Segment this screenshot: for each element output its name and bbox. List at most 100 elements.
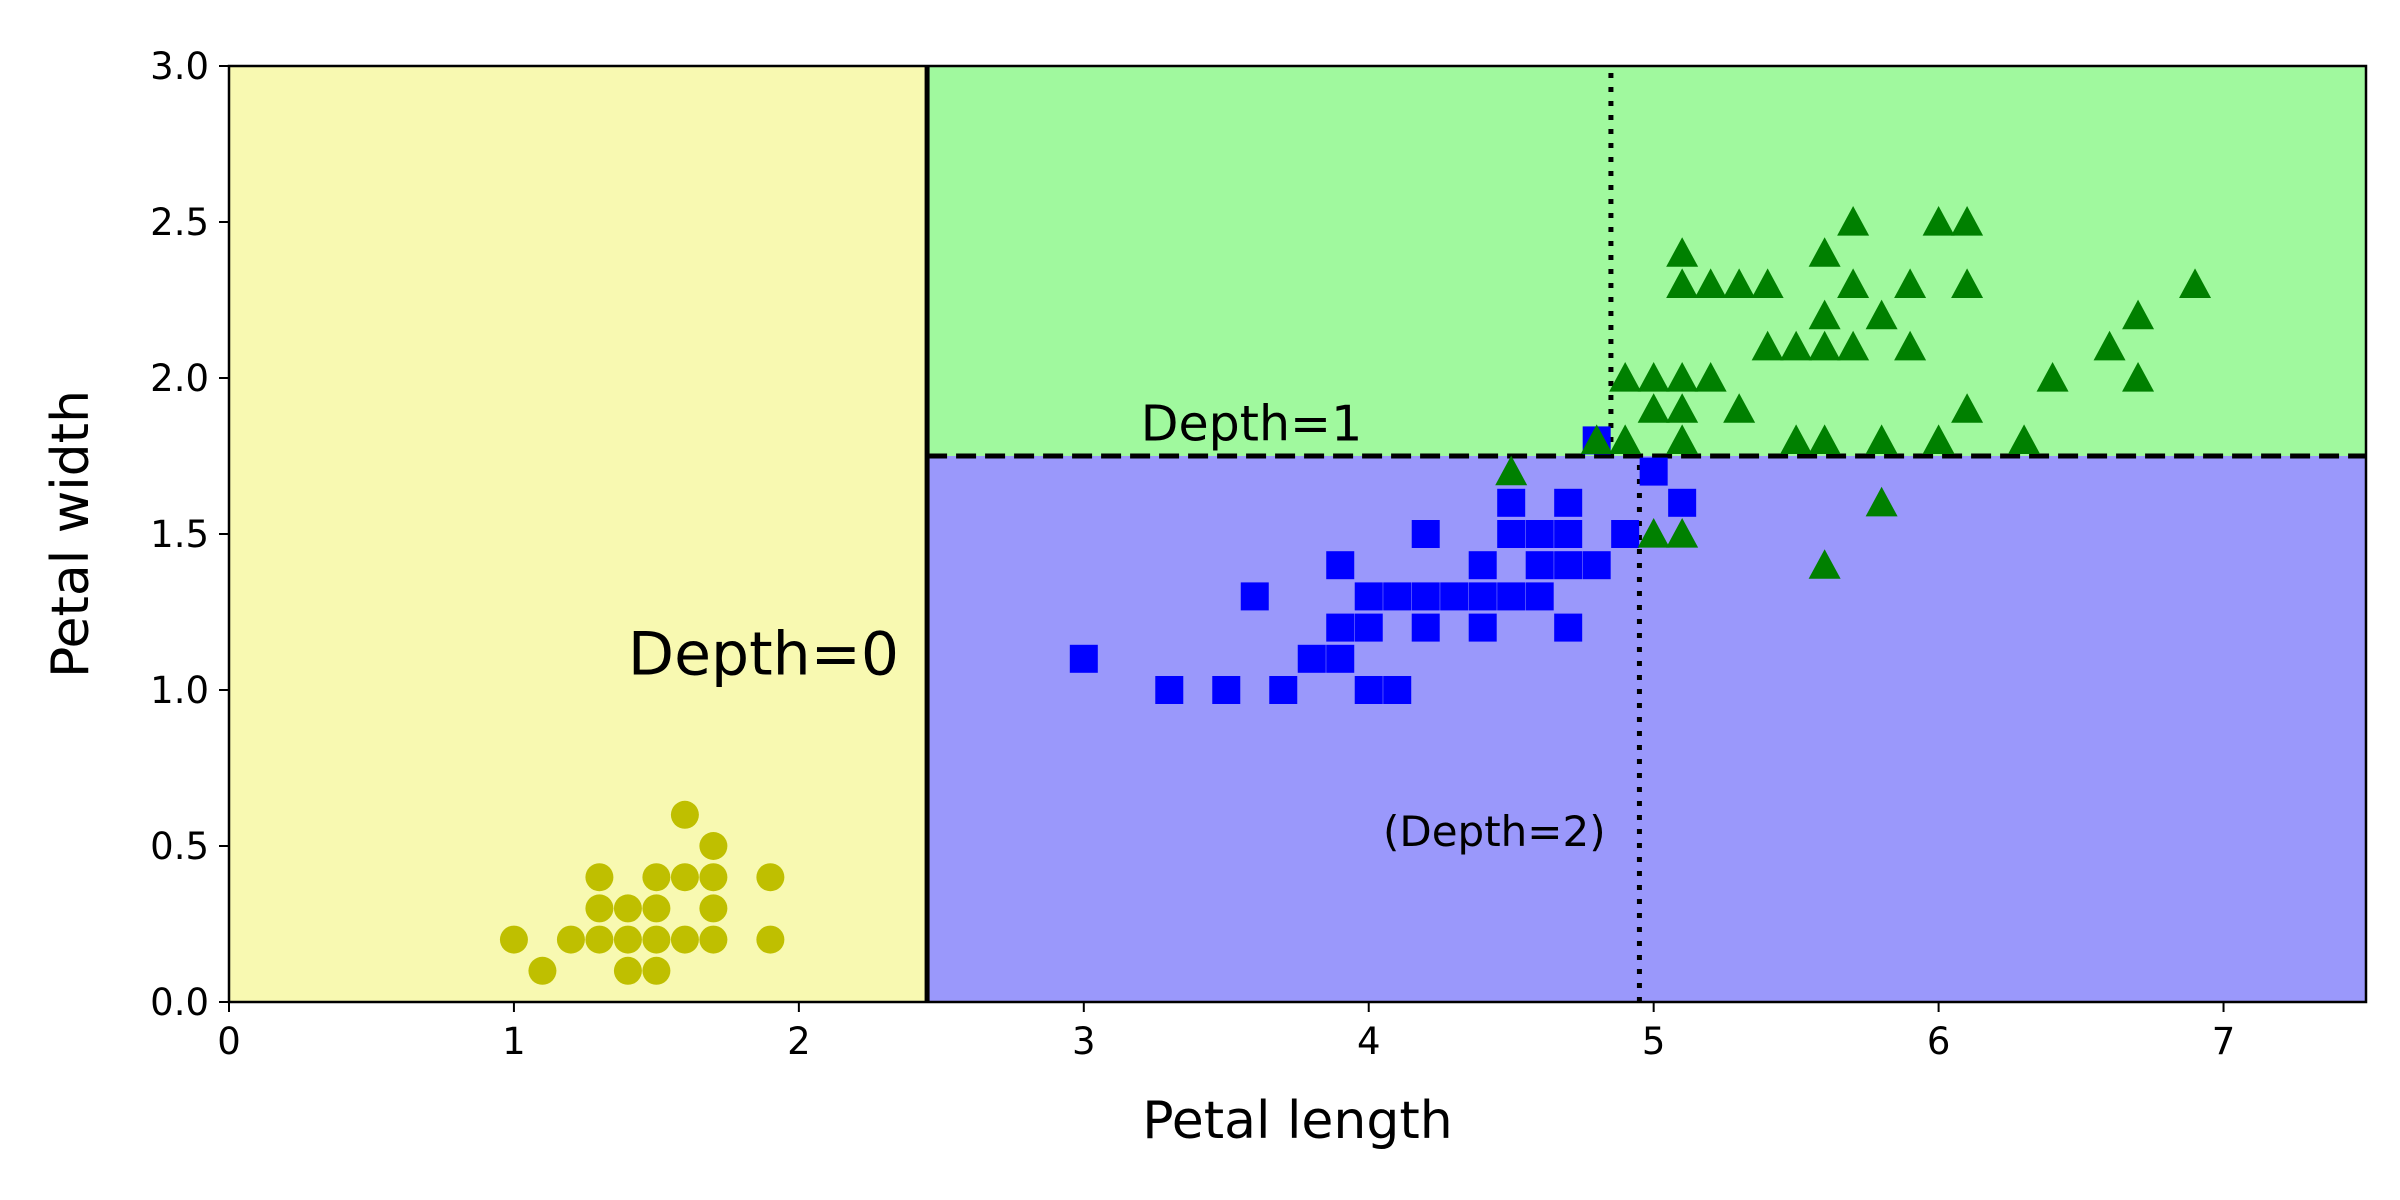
triangle-point (1495, 455, 1528, 486)
square-point (1440, 582, 1469, 611)
square-point (1383, 676, 1412, 704)
triangle-point (1808, 549, 1841, 579)
circle-point (528, 956, 557, 985)
triangle-point (2122, 299, 2155, 330)
x-tick-label: 4 (1357, 1020, 1381, 1063)
square-point (1383, 582, 1412, 611)
circle-point (699, 832, 728, 860)
x-tick-label: 0 (217, 1020, 241, 1063)
triangle-point (1609, 362, 1642, 392)
circle-point (613, 925, 642, 954)
triangle-point (1808, 237, 1841, 267)
triangle-point (1666, 393, 1699, 423)
circle-point (670, 863, 699, 892)
square-point (1468, 613, 1497, 642)
triangle-point (1922, 424, 1955, 454)
annotation-label: (Depth=2) (1383, 807, 1606, 856)
triangle-point (1637, 518, 1670, 548)
triangle-point (1808, 330, 1841, 361)
square-point (1525, 582, 1554, 611)
triangle-point (2008, 424, 2041, 454)
boundary-layer (924, 66, 2366, 1002)
circle-point (642, 894, 671, 923)
y-tick-label: 0.5 (150, 825, 209, 868)
triangle-point (1694, 362, 1727, 392)
circle-point (699, 894, 728, 923)
triangle-point (1922, 206, 1955, 236)
square-point (1326, 644, 1355, 673)
triangle-point (1666, 362, 1699, 392)
triangle-point (1837, 330, 1870, 361)
y-axis-title: Petal width (41, 390, 101, 678)
triangle-point (1894, 330, 1927, 361)
x-tick-label: 7 (2212, 1020, 2236, 1063)
triangle-point (1666, 518, 1699, 548)
triangle-point (1808, 424, 1841, 454)
circle-point (670, 800, 699, 829)
square-point (1497, 582, 1526, 611)
triangle-point (2093, 330, 2126, 361)
square-point (1354, 676, 1383, 704)
square-point (1468, 551, 1497, 580)
square-point (1497, 488, 1526, 517)
y-tick-label: 2.0 (150, 357, 209, 400)
circle-point (556, 925, 585, 954)
annotation-layer: Depth=0 Depth=1 (Depth=2) (628, 395, 1606, 856)
triangle-point (1751, 330, 1784, 361)
triangle-point (1666, 424, 1699, 454)
triangle-point (1865, 299, 1898, 330)
square-point (1525, 520, 1554, 548)
triangle-point (1637, 393, 1670, 423)
circle-point (670, 925, 699, 954)
square-point (1212, 676, 1241, 704)
triangle-point (1637, 362, 1670, 392)
triangle-point (1837, 268, 1870, 298)
square-point (1240, 582, 1269, 611)
triangle-point (1808, 299, 1841, 330)
circle-point (756, 925, 785, 954)
triangle-point (1951, 393, 1984, 423)
square-point (1155, 676, 1184, 704)
circle-point (585, 863, 614, 892)
x-tick-label: 1 (502, 1020, 526, 1063)
circle-point (585, 925, 614, 954)
circle-point (585, 894, 614, 923)
x-tick-label: 3 (1072, 1020, 1096, 1063)
y-tick-label: 1.5 (150, 513, 209, 556)
triangle-point (1723, 393, 1756, 423)
square-point (1668, 488, 1697, 517)
triangle-point (1865, 486, 1898, 517)
square-point (1326, 551, 1355, 580)
triangle-point (2122, 362, 2155, 392)
square-point (1411, 582, 1440, 611)
region-layer (229, 66, 2366, 1002)
square-point (1468, 582, 1497, 611)
square-point (1554, 488, 1583, 517)
triangle-point (1837, 206, 1870, 236)
square-point (1069, 644, 1098, 673)
triangle-point (1951, 268, 1984, 298)
circle-point (756, 863, 785, 892)
triangle-point (2179, 268, 2212, 298)
setosa-region (229, 66, 928, 1002)
circle-point (642, 925, 671, 954)
x-axis-title: Petal length (1142, 1091, 1452, 1151)
square-point (1582, 551, 1611, 580)
triangle-point (1780, 424, 1813, 454)
circle-point (642, 863, 671, 892)
circle-point (642, 956, 671, 985)
circle-point (499, 925, 528, 954)
triangle-point (1694, 268, 1727, 298)
square-point (1326, 613, 1355, 642)
x-tick-label: 2 (787, 1020, 811, 1063)
circle-point (699, 925, 728, 954)
triangle-point (1723, 268, 1756, 298)
triangle-point (1865, 424, 1898, 454)
circle-point (699, 863, 728, 892)
triangle-point (1894, 268, 1927, 298)
triangle-point (1609, 424, 1642, 454)
x-tick-label: 6 (1927, 1020, 1951, 1063)
triangle-point (1666, 268, 1699, 298)
triangle-point (2036, 362, 2069, 392)
triangle-point (1666, 237, 1699, 267)
